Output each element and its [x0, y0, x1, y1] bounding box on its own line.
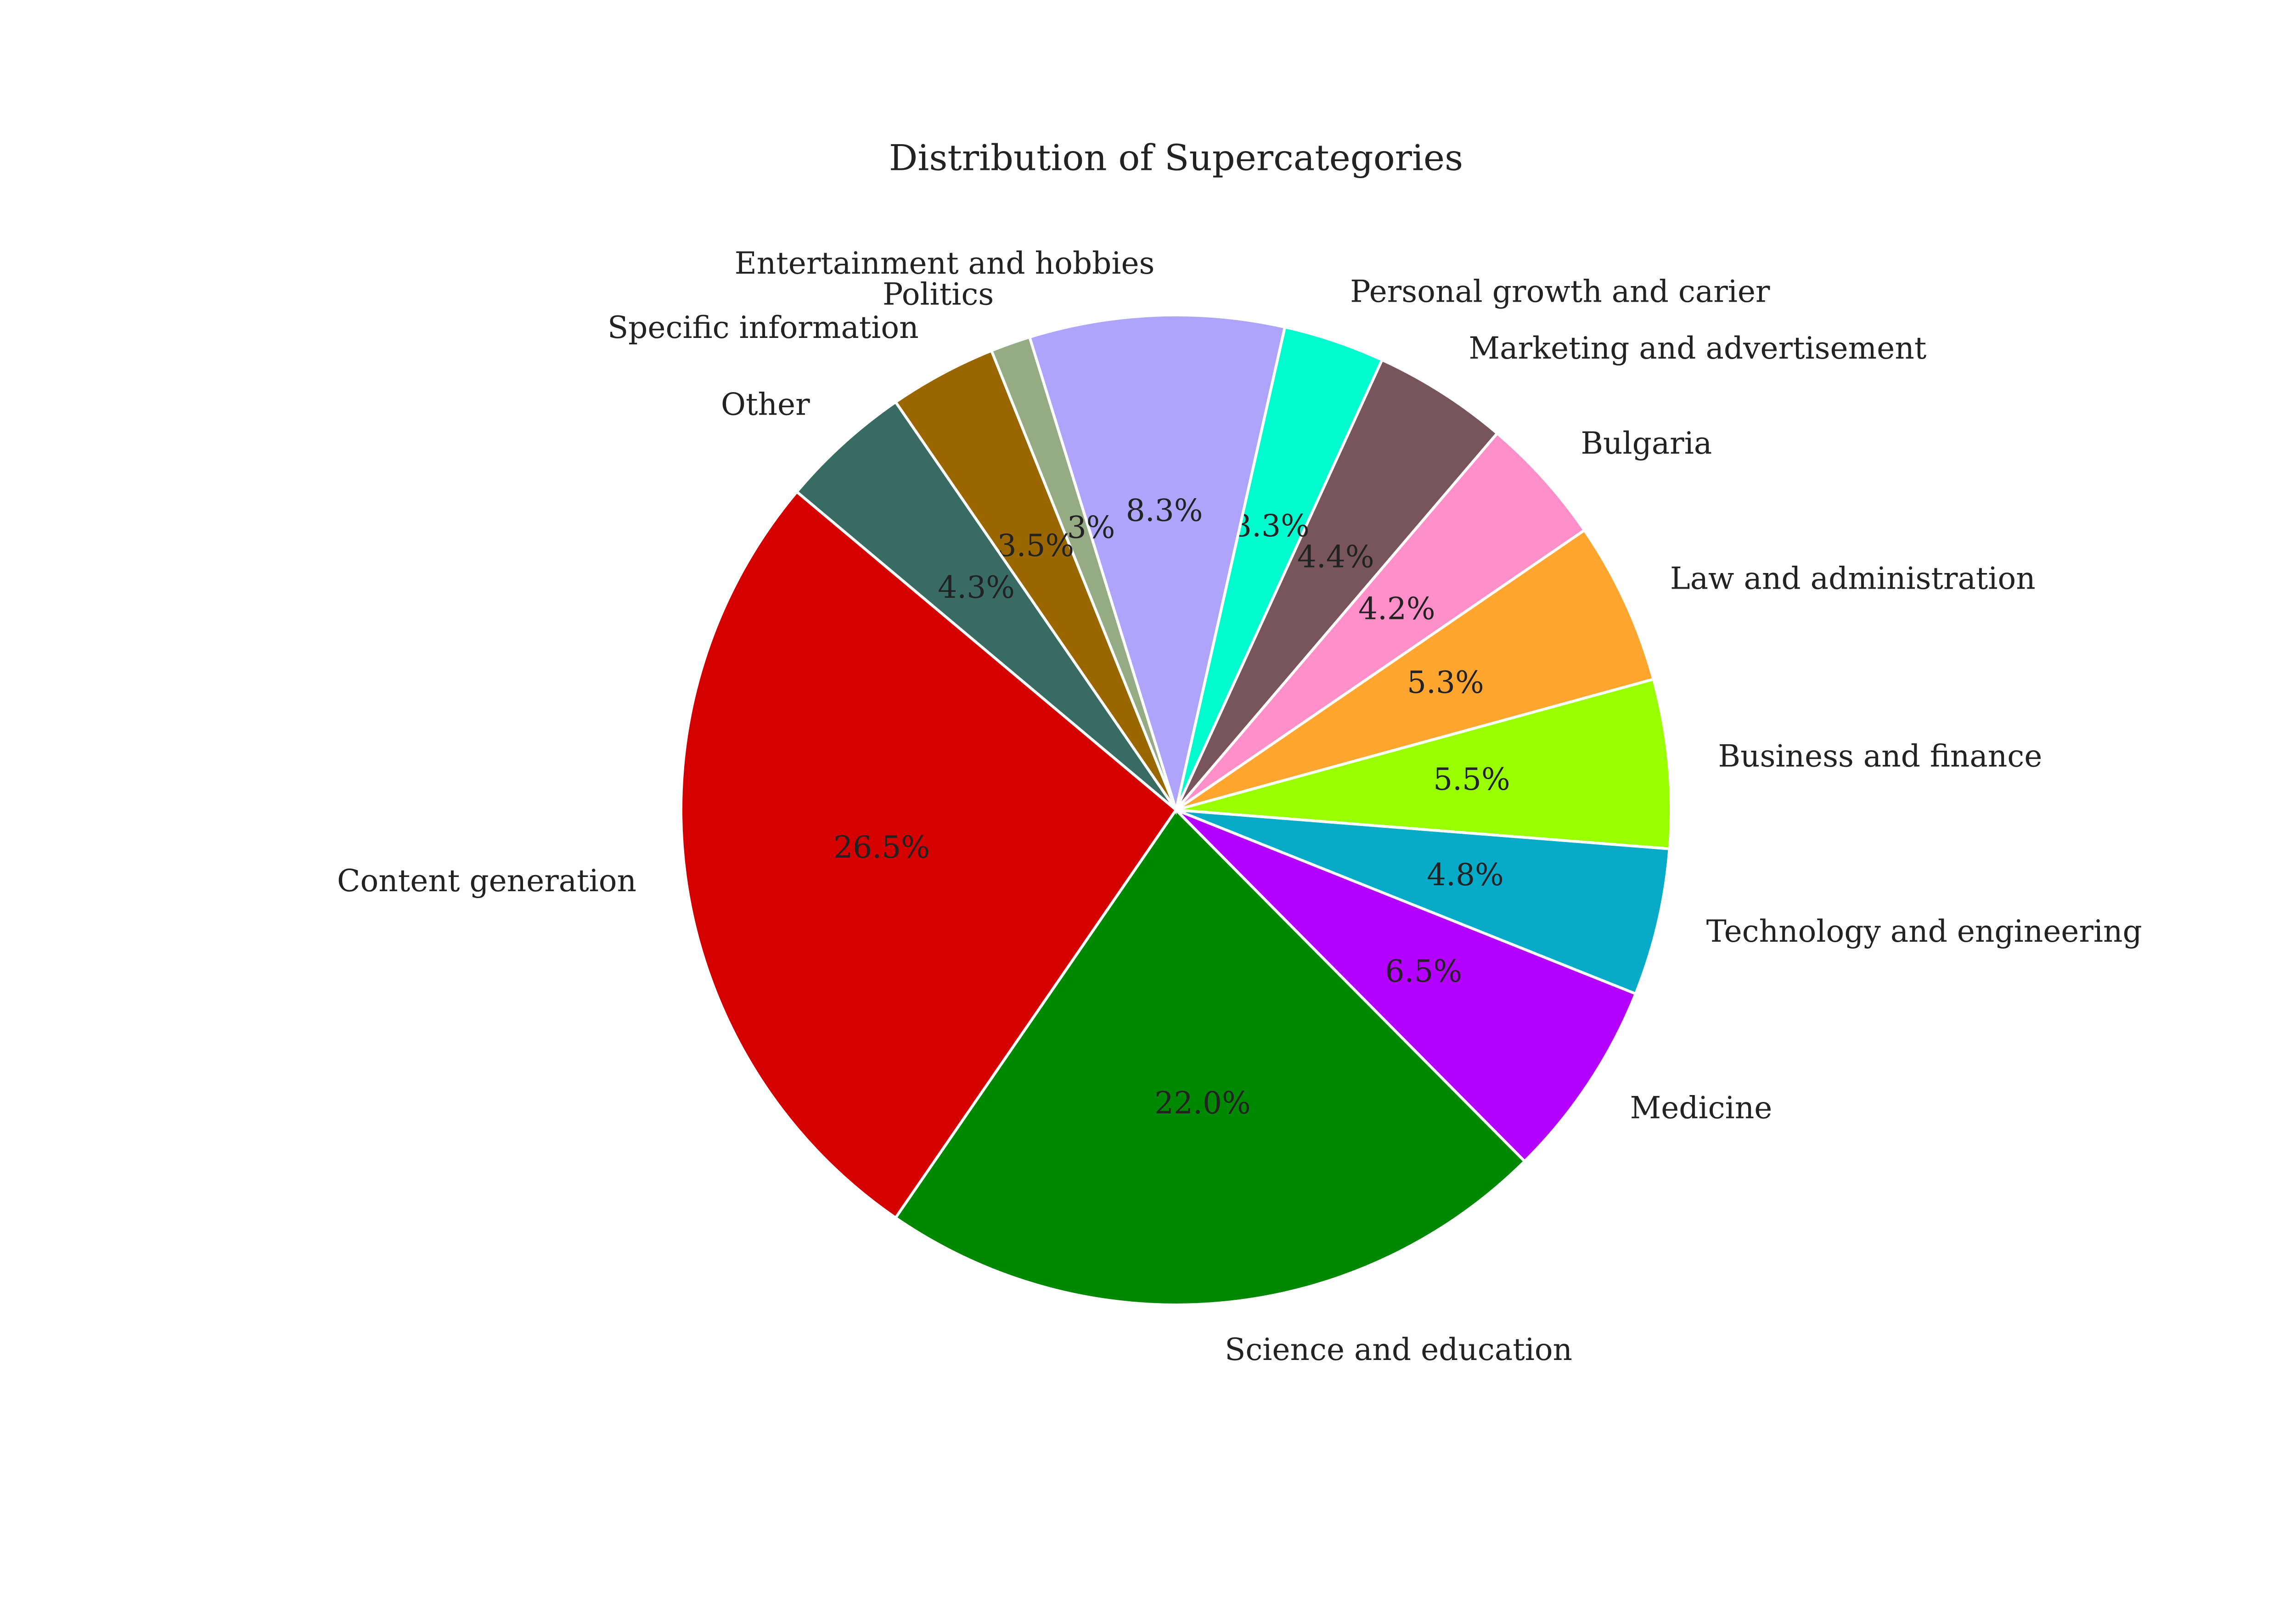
value-label: 8.3%	[1126, 493, 1203, 528]
slice-label: Science and education	[1225, 1332, 1572, 1367]
value-label: 4.3%	[938, 570, 1015, 605]
pie-slice	[1175, 809, 1671, 996]
value-label: 5.5%	[1433, 762, 1510, 797]
chart-title: Distribution of Supercategories	[889, 138, 1463, 179]
pie-slice	[1028, 314, 1287, 815]
slice-label: Personal growth and carier	[1350, 274, 1770, 309]
value-label: 22.0%	[1154, 1085, 1251, 1121]
slice-label: Politics	[883, 277, 994, 312]
value-label: 3.5%	[997, 528, 1075, 563]
pie-slice	[680, 489, 1178, 1220]
slice-label: Technology and engineering	[1706, 914, 2142, 949]
value-label: 4.8%	[1427, 857, 1504, 893]
pie-slice	[1175, 358, 1499, 811]
value-label: 4.2%	[1358, 591, 1435, 626]
slice-label: Medicine	[1630, 1090, 1773, 1126]
value-label: 6.5%	[1385, 954, 1462, 989]
slice-label: Bulgaria	[1581, 426, 1712, 461]
value-label: 3.3%	[1232, 508, 1310, 544]
pie-slice	[894, 348, 1177, 811]
pie-slice	[1175, 809, 1638, 1163]
value-label: 5.3%	[1407, 665, 1484, 700]
pie-slice	[1175, 325, 1384, 811]
value-label: 26.5%	[833, 830, 930, 865]
pie-slice	[1176, 677, 1672, 850]
slice-label: Business and finance	[1718, 738, 2043, 774]
pie-slice	[1175, 431, 1587, 811]
pie-slice	[894, 808, 1527, 1307]
pie-slice	[1175, 528, 1655, 811]
value-label: 4.4%	[1297, 539, 1374, 575]
slice-label: Entertainment and hobbies	[735, 246, 1155, 281]
pie-slice	[794, 400, 1177, 811]
slice-label: Specific information	[608, 310, 919, 345]
slice-label: Law and administration	[1670, 561, 2036, 596]
slice-label: Other	[721, 387, 810, 422]
slice-label: Marketing and advertisement	[1469, 331, 1927, 366]
slice-label: Content generation	[337, 863, 636, 899]
